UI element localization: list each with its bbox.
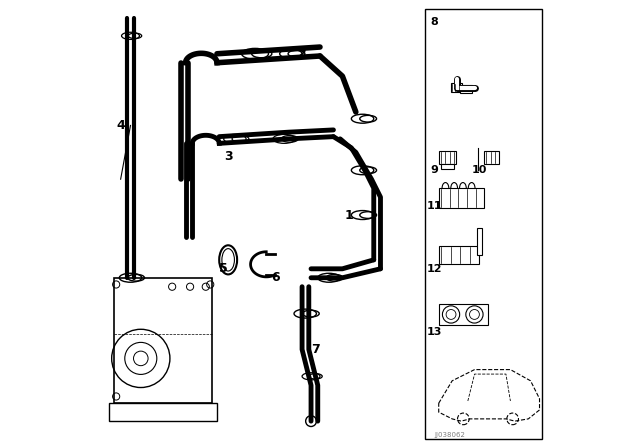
Text: 11: 11 — [426, 201, 442, 211]
Text: 13: 13 — [426, 327, 442, 336]
Bar — [439, 246, 479, 264]
Text: 6: 6 — [271, 271, 280, 284]
Polygon shape — [439, 370, 540, 421]
Bar — [439, 151, 456, 164]
Bar — [439, 304, 488, 325]
Bar — [114, 278, 212, 403]
Bar — [484, 151, 499, 164]
Bar — [425, 9, 541, 439]
Text: 7: 7 — [311, 343, 320, 356]
Bar — [439, 188, 484, 208]
Bar — [460, 85, 472, 93]
Text: 2: 2 — [298, 47, 307, 60]
Bar — [441, 164, 454, 168]
Text: 3: 3 — [224, 150, 232, 164]
Text: 4: 4 — [116, 119, 125, 132]
Text: JJ038062: JJ038062 — [435, 432, 465, 438]
Bar — [477, 228, 483, 255]
Text: 9: 9 — [430, 165, 438, 175]
Bar — [451, 83, 462, 92]
Text: 12: 12 — [426, 264, 442, 274]
Text: 10: 10 — [471, 165, 487, 175]
Polygon shape — [109, 403, 217, 421]
Text: 1: 1 — [345, 208, 353, 222]
Text: 8: 8 — [430, 17, 438, 27]
Text: 5: 5 — [220, 262, 228, 276]
